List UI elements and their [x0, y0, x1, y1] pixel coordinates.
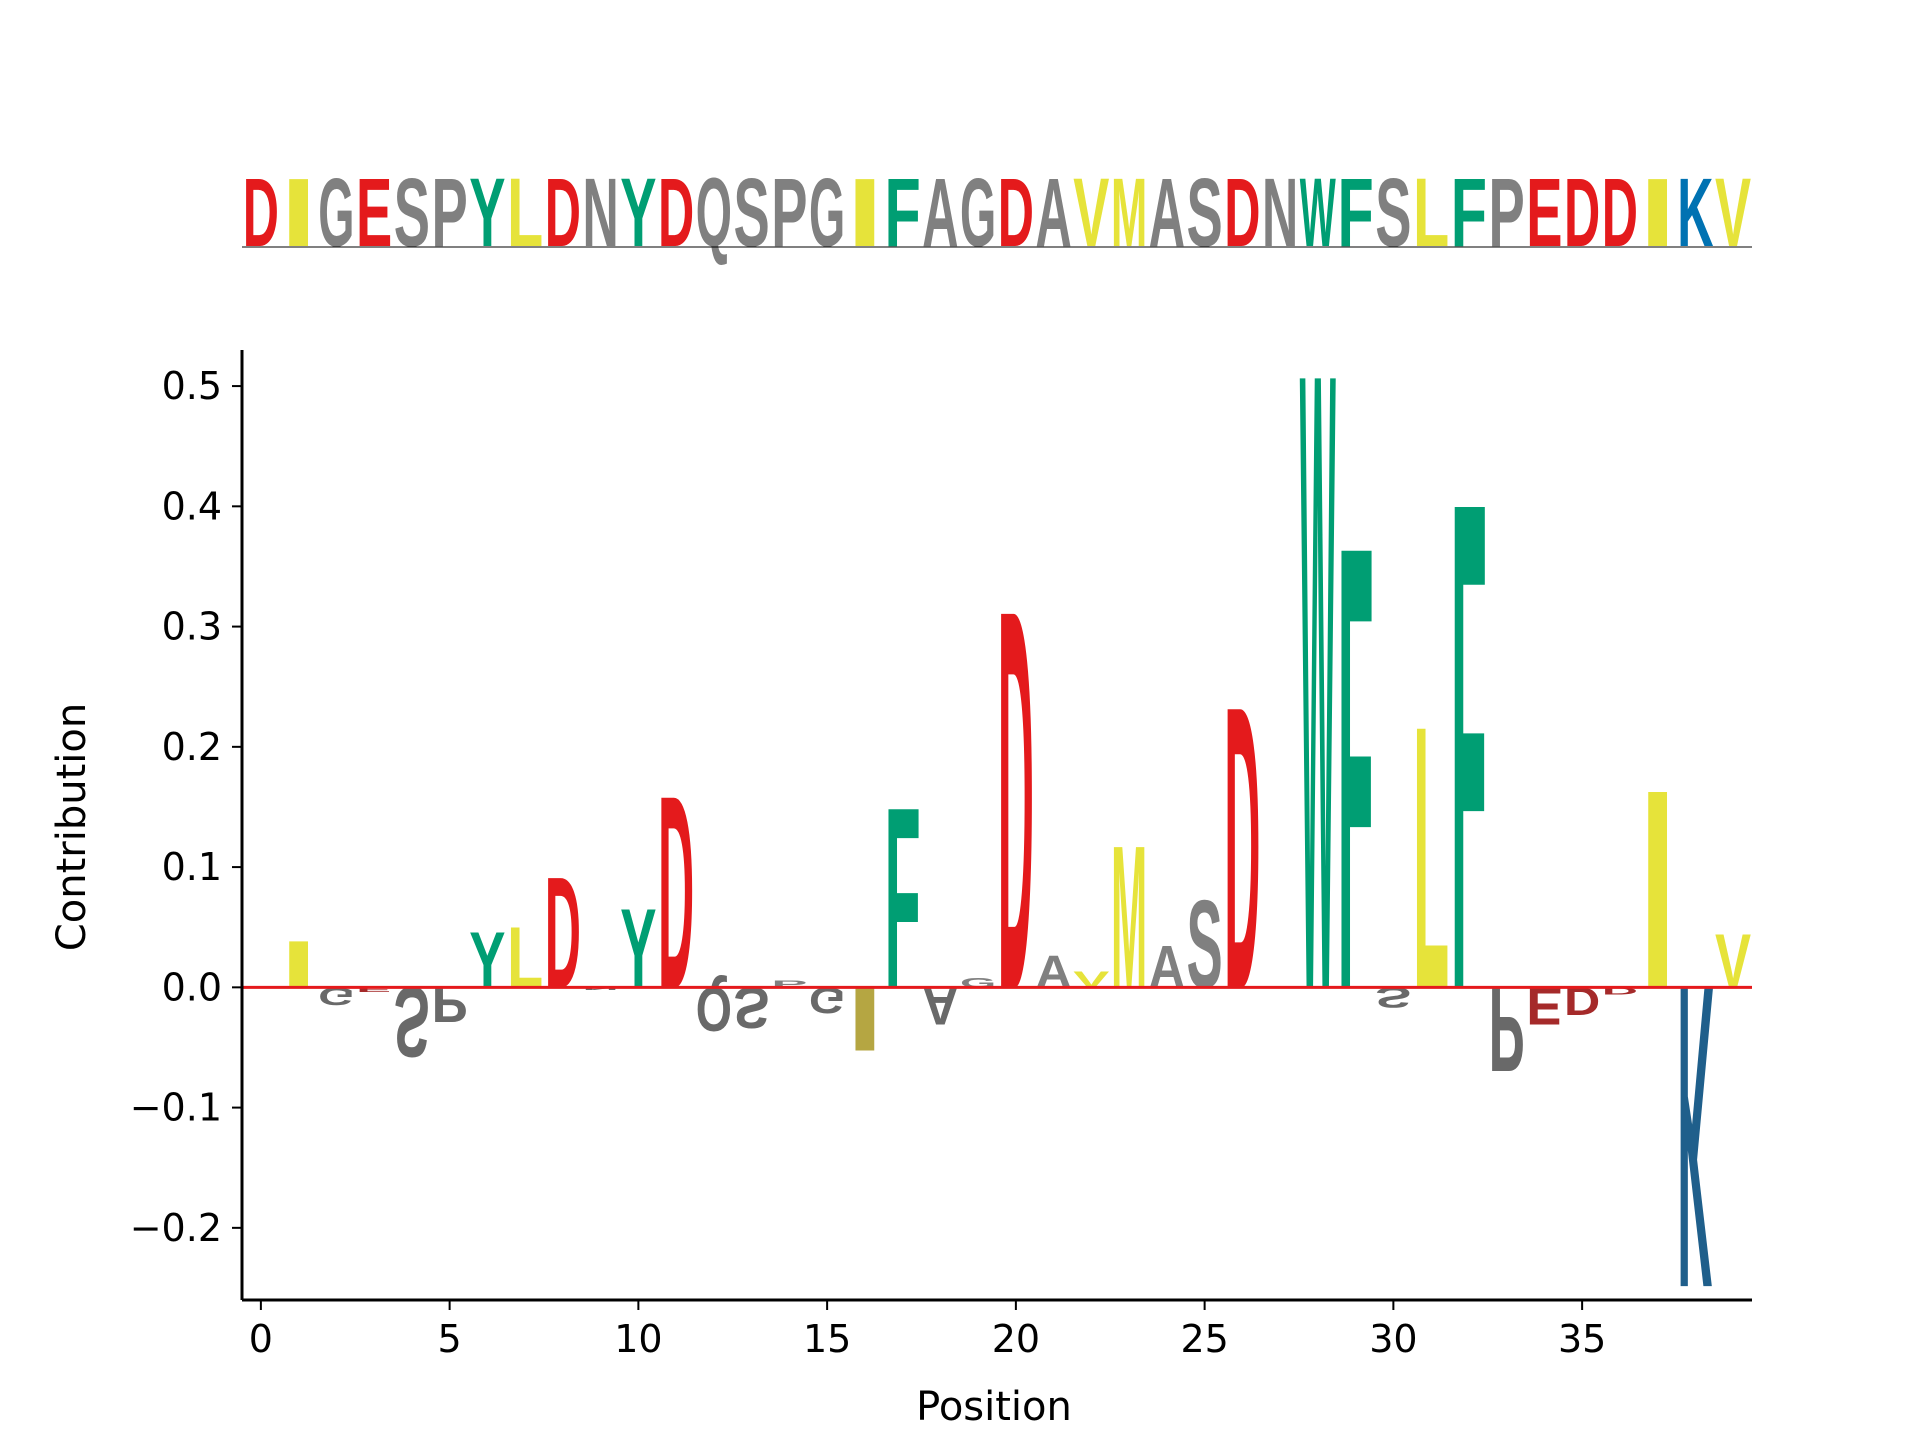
- x-tick-label: 20: [992, 1317, 1040, 1361]
- contribution-letter-d: D: [998, 496, 1034, 1103]
- y-tick-label: 0.3: [162, 605, 222, 649]
- y-tick-label: −0.1: [130, 1086, 222, 1130]
- sequence-letter-d: D: [1564, 159, 1600, 267]
- sequence-letter-d: D: [998, 159, 1034, 267]
- sequence-letter-d: D: [545, 159, 581, 267]
- sequence-letter-p: P: [432, 158, 468, 267]
- sequence-letter-f: F: [885, 159, 921, 268]
- contribution-letter-e: E: [1526, 975, 1562, 1035]
- sequence-letter-s: S: [1187, 158, 1223, 267]
- contribution-letter-p: P: [432, 976, 468, 1032]
- sequence-letter-d: D: [658, 159, 694, 267]
- sequence-letter-p: P: [1489, 158, 1525, 267]
- sequence-letter-d: D: [1224, 159, 1260, 267]
- sequence-letter-a: A: [922, 159, 958, 267]
- sequence-letter-s: S: [1375, 158, 1411, 267]
- y-axis-label: Contribution: [49, 703, 95, 951]
- sequence-letter-f: F: [1451, 159, 1487, 268]
- sequence-letter-i: I: [847, 159, 883, 267]
- x-tick-group: 0 5 10 15 20 25 30 35: [249, 1300, 1606, 1361]
- sequence-letter-s: S: [734, 158, 770, 267]
- sequence-letter-w: W: [1300, 158, 1336, 267]
- contribution-letter-d: D: [1602, 985, 1638, 996]
- y-tick-label: 0.1: [162, 845, 222, 889]
- sequence-letter-s: S: [394, 158, 430, 267]
- sequence-letter-k: K: [1677, 159, 1713, 267]
- sequence-letter-n: N: [583, 159, 619, 267]
- y-tick-group: 0.5 0.4 0.3 0.2 0.1 0.0 −0.1 −0.2: [130, 364, 242, 1250]
- sequence-letter-n: N: [1262, 159, 1298, 267]
- contribution-letter-i: I: [847, 968, 883, 1071]
- x-tick-label: 10: [614, 1317, 662, 1361]
- y-tick-label: 0.0: [162, 965, 222, 1009]
- x-tick-label: 0: [249, 1317, 273, 1361]
- sequence-letter-q: Q: [696, 159, 732, 267]
- contribution-letter-k: K: [1677, 895, 1713, 1381]
- y-tick-label: 0.4: [162, 484, 222, 528]
- x-tick-label: 5: [438, 1317, 462, 1361]
- sequence-letter-f: F: [1338, 159, 1374, 268]
- contribution-letter-s: S: [1187, 876, 1223, 1015]
- sequence-letter-g: G: [809, 159, 845, 267]
- x-tick-label: 15: [803, 1317, 851, 1361]
- sequence-letter-i: I: [1640, 159, 1676, 267]
- contribution-letter-y: Y: [620, 884, 656, 1012]
- sequence-letter-y: Y: [620, 158, 656, 267]
- contribution-letter-f: F: [1338, 413, 1374, 1123]
- sequence-letter-d: D: [243, 159, 279, 267]
- sequence-letter-p: P: [771, 158, 807, 267]
- contribution-letter-p: P: [771, 979, 807, 990]
- y-tick-label: 0.2: [162, 725, 222, 769]
- contribution-letter-g: G: [809, 979, 845, 1020]
- contribution-letter-s: S: [394, 965, 430, 1077]
- contribution-letter-p: P: [1489, 962, 1525, 1096]
- sequence-letter-m: M: [1111, 158, 1147, 266]
- sequence-letter-v: V: [1073, 158, 1109, 267]
- contribution-letter-q: Q: [696, 974, 732, 1045]
- sequence-letter-l: L: [1413, 159, 1449, 268]
- contribution-letter-s: S: [1375, 981, 1411, 1012]
- contribution-letter-d: D: [545, 843, 581, 1021]
- sequence-letter-y: Y: [469, 158, 505, 267]
- contribution-letter-i: I: [1640, 730, 1676, 1047]
- x-tick-label: 35: [1558, 1317, 1606, 1361]
- contribution-letter-w: W: [1300, 186, 1336, 1175]
- contribution-letter-d: D: [658, 738, 694, 1045]
- contribution-letter-l: L: [1413, 648, 1449, 1068]
- contribution-letter-s: S: [734, 975, 770, 1040]
- contribution-letter-e: E: [356, 986, 392, 993]
- x-tick-label: 30: [1369, 1317, 1417, 1361]
- contribution-letter-v: V: [1715, 919, 1751, 1005]
- contribution-letter-d: D: [1224, 622, 1260, 1074]
- contribution-letter-y: Y: [469, 915, 505, 1005]
- sequence-letter-i: I: [281, 159, 317, 267]
- contribution-letter-a: A: [1149, 933, 1185, 1000]
- contribution-letters: IGESPYLDNYDQSPGIFAGDAVMASDWFSLFPEDDIKV: [281, 186, 1752, 1380]
- contribution-letter-d: D: [1564, 979, 1600, 1024]
- sequence-letter-g: G: [960, 159, 996, 267]
- sequence-letter-e: E: [356, 158, 392, 267]
- sequence-letter-d: D: [1602, 159, 1638, 267]
- sequence-letter-a: A: [1036, 159, 1072, 267]
- sequence-letter-l: L: [507, 159, 543, 268]
- x-tick-label: 25: [1180, 1317, 1228, 1361]
- sequence-letter-v: V: [1715, 158, 1751, 267]
- contribution-letter-f: F: [1451, 356, 1487, 1135]
- contribution-letter-a: A: [922, 976, 958, 1036]
- sequence-letter-a: A: [1149, 159, 1185, 267]
- contribution-letter-m: M: [1111, 805, 1147, 1032]
- y-tick-label: −0.2: [130, 1206, 222, 1250]
- contribution-letter-i: I: [281, 927, 317, 1002]
- contribution-letter-a: A: [1036, 946, 1072, 998]
- sequence-letter-e: E: [1526, 158, 1562, 267]
- sequence-letter-g: G: [318, 159, 354, 267]
- contribution-letter-f: F: [885, 753, 921, 1042]
- y-tick-label: 0.5: [162, 364, 222, 408]
- contribution-letter-l: L: [507, 909, 543, 1006]
- x-axis-label: Position: [916, 1384, 1072, 1430]
